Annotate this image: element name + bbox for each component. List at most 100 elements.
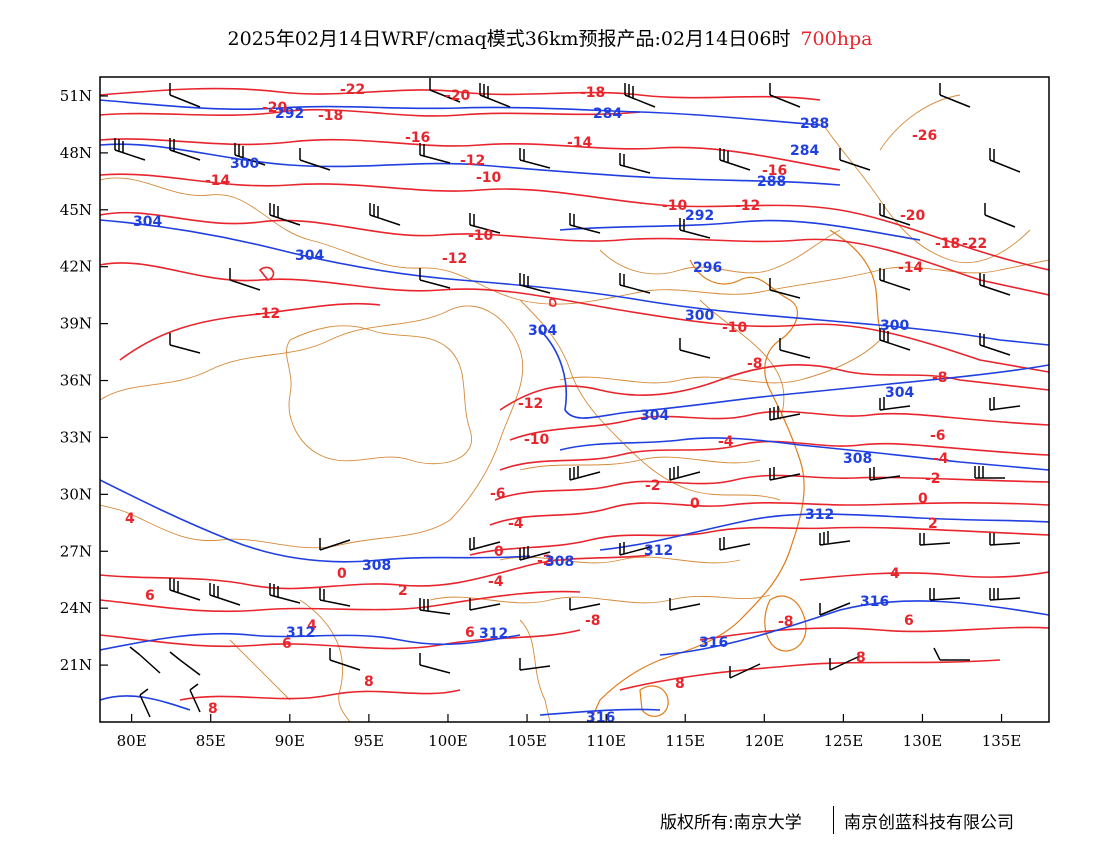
wind-barb: [469, 598, 501, 611]
boundary-lines: [100, 94, 1049, 722]
height-label: 296: [693, 260, 722, 276]
wind-barb: [879, 397, 911, 411]
temperature-label: -10: [524, 432, 550, 448]
height-label: 288: [757, 174, 786, 190]
footer-company: 南京创蓝科技有限公司: [844, 813, 1014, 833]
wind-barb: [429, 78, 461, 103]
wind-barb: [729, 663, 761, 679]
wind-barb: [234, 143, 266, 166]
temperature-label: -26: [912, 128, 937, 144]
temperature-label: 0: [494, 544, 504, 560]
lon-tick-label: 95E: [354, 732, 384, 750]
temperature-label: 6: [465, 625, 475, 641]
latitude-axis: 51N 48N 45N 42N 39N 36N 33N 30N 27N 24N 21N: [60, 87, 108, 674]
map-title: 2025年02月14日WRF/cmaq模式36km预报产品:02月14日06时 7…: [0, 24, 1100, 51]
lon-tick-label: 85E: [196, 732, 226, 750]
wind-barb: [984, 203, 1016, 228]
lat-tick-label: 33N: [60, 428, 92, 446]
temperature-label: 0: [690, 496, 700, 512]
wind-barb: [319, 538, 351, 551]
height-label: 308: [545, 554, 574, 570]
wind-barb: [129, 646, 161, 674]
temperature-label: -20: [262, 100, 288, 116]
wind-barb: [569, 466, 601, 481]
temperature-label: 8: [364, 674, 374, 690]
wind-barb: [839, 148, 871, 171]
lat-tick-label: 24N: [60, 599, 92, 617]
wind-barb: [269, 583, 301, 604]
wind-barb: [819, 602, 851, 616]
temperature-label: -6: [490, 486, 506, 502]
wind-barb: [139, 688, 151, 718]
lon-tick-label: 110E: [586, 732, 626, 750]
wind-barb: [169, 333, 201, 354]
wind-barb: [479, 83, 511, 108]
temperature-label: -18: [318, 108, 343, 124]
temperature-label: -4: [508, 516, 524, 532]
lon-tick-label: 105E: [507, 732, 547, 750]
temperature-label: 4: [307, 618, 317, 634]
wind-barb: [319, 588, 351, 607]
temperature-label: -4: [488, 574, 504, 590]
temperature-label: 2: [928, 516, 938, 532]
temperature-label: -6: [930, 428, 946, 444]
temperature-label: -16: [405, 130, 430, 146]
temperature-label: 4: [125, 511, 135, 527]
wind-barb: [519, 273, 551, 294]
wind-barb: [419, 268, 451, 289]
wind-barb: [679, 218, 711, 239]
wind-barb: [933, 647, 970, 661]
height-label: 292: [275, 106, 304, 122]
wind-barb: [769, 278, 801, 299]
temperature-label: -22: [962, 236, 987, 252]
lon-tick-label: 125E: [824, 732, 864, 750]
wind-barb: [974, 466, 1005, 479]
title-text: 2025年02月14日WRF/cmaq模式36km预报产品:02月14日06时: [227, 28, 791, 50]
height-label: 308: [843, 451, 872, 467]
height-label: 312: [479, 626, 508, 642]
lon-tick-label: 130E: [903, 732, 943, 750]
title-pressure-level: 700hpa: [800, 28, 873, 50]
temperature-label: -20: [900, 208, 926, 224]
height-label: 312: [644, 543, 673, 559]
wind-barb: [369, 203, 401, 226]
height-label: 304: [640, 408, 669, 424]
temperature-label: -14: [898, 260, 924, 276]
wind-barb: [209, 583, 241, 606]
wind-barb: [879, 203, 911, 226]
temperature-label: 4: [890, 566, 900, 582]
temperature-label: -8: [747, 356, 763, 372]
wind-barb: [329, 648, 361, 671]
temperature-label: 6: [282, 636, 292, 652]
temperature-label: -18: [935, 236, 960, 252]
height-label: 316: [586, 710, 615, 726]
wind-barb: [939, 83, 971, 108]
wind-barb: [299, 148, 331, 171]
wind-barb: [989, 397, 1021, 411]
lon-tick-label: 115E: [665, 732, 705, 750]
lon-tick-label: 135E: [982, 732, 1022, 750]
wind-barb: [829, 655, 861, 671]
temperature-label: -14: [567, 135, 593, 151]
temperature-label: -2: [537, 553, 553, 569]
wind-barb: [989, 588, 1021, 601]
temperature-label: -8: [778, 614, 794, 630]
height-contours: [100, 99, 1049, 716]
height-label: 304: [885, 385, 914, 401]
wind-barb: [619, 273, 651, 294]
temperature-label: 8: [856, 650, 866, 666]
lon-tick-label: 90E: [275, 732, 305, 750]
wind-barbs: [114, 78, 1021, 718]
height-label: 300: [880, 318, 909, 334]
wind-barb: [619, 153, 651, 174]
temperature-label: -14: [205, 173, 231, 189]
wind-barb: [169, 651, 201, 676]
wind-barb: [419, 653, 451, 674]
temperature-label: -10: [468, 228, 494, 244]
wind-barb: [989, 148, 1021, 173]
contour-labels: -22-20-20-18-18-16 -14-12-10-14-16-26-10-…: [125, 82, 987, 726]
wind-barb: [989, 533, 1021, 546]
map-frame: [99, 76, 1050, 723]
wind-barb: [769, 406, 801, 421]
wind-barb: [114, 138, 146, 161]
